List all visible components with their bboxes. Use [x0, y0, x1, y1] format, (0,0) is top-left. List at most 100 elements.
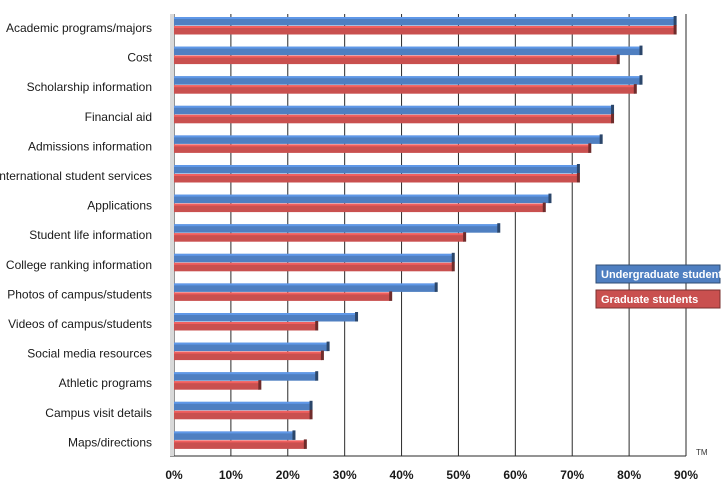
bar-highlight	[174, 292, 391, 295]
bar-graduate	[174, 144, 590, 153]
bar-end-cap	[451, 252, 455, 263]
category-label: Student life information	[29, 228, 152, 242]
bar-graduate	[174, 85, 635, 94]
bar-highlight	[174, 283, 436, 286]
bar-end-cap	[258, 380, 262, 390]
bar-end-cap	[303, 439, 307, 449]
bar-highlight	[174, 233, 465, 236]
bar-undergraduate	[174, 135, 601, 144]
bar-end-cap	[639, 75, 643, 85]
x-tick-label: 60%	[503, 468, 527, 482]
bar-undergraduate	[174, 224, 499, 233]
bar-end-cap	[451, 261, 455, 272]
bar-undergraduate	[174, 401, 311, 411]
bar-graduate	[174, 262, 453, 272]
bar-undergraduate	[174, 46, 641, 56]
bar-end-cap	[616, 54, 620, 65]
bar-end-cap	[588, 143, 592, 153]
x-tick-label: 20%	[276, 468, 300, 482]
bar-highlight	[174, 351, 322, 354]
x-tick-label: 10%	[219, 468, 243, 482]
bar-undergraduate	[174, 253, 453, 263]
bar-highlight	[174, 135, 601, 138]
category-label: Admissions information	[28, 139, 152, 153]
bar-graduate	[174, 410, 311, 420]
category-label: College ranking information	[6, 258, 152, 272]
x-axis-tick-labels: 0% 10% 20% 30% 40% 50% 60% 70% 80% 90%	[165, 468, 698, 482]
bar-end-cap	[315, 321, 319, 331]
bar-undergraduate	[174, 372, 317, 381]
bar-end-cap	[611, 113, 615, 124]
category-label: International student services	[0, 169, 152, 183]
bar-highlight	[174, 313, 357, 315]
legend-swatch-undergraduate	[595, 264, 721, 284]
bar-end-cap	[309, 409, 313, 420]
bar-end-cap	[673, 25, 677, 35]
bar-end-cap	[548, 193, 552, 204]
bar-end-cap	[497, 223, 501, 233]
bar-undergraduate	[174, 313, 357, 322]
bar-undergraduate	[174, 342, 328, 352]
x-tick-label: 50%	[446, 468, 470, 482]
category-label: Photos of campus/students	[7, 287, 152, 301]
category-label: Academic programs/majors	[6, 21, 152, 35]
bar-end-cap	[673, 16, 677, 26]
bar-undergraduate	[174, 105, 613, 115]
bar-highlight	[174, 114, 613, 117]
bar-graduate	[174, 26, 675, 35]
bar-end-cap	[355, 312, 359, 322]
bar-highlight	[174, 165, 578, 167]
category-label: Financial aid	[85, 110, 152, 124]
bar-undergraduate	[174, 76, 641, 85]
bar-end-cap	[463, 232, 467, 242]
bar-graduate	[174, 381, 260, 390]
bar-highlight	[174, 410, 311, 413]
bar-end-cap	[542, 202, 546, 213]
bar-end-cap	[326, 341, 330, 352]
bar-graduate	[174, 174, 578, 183]
bar-highlight	[174, 342, 328, 345]
bar-highlight	[174, 224, 499, 227]
bar-end-cap	[576, 173, 580, 183]
bar-graduate	[174, 55, 618, 65]
bar-highlight	[174, 401, 311, 404]
bar-highlight	[174, 262, 453, 265]
bar-highlight	[174, 85, 635, 88]
x-tick-label: 0%	[165, 468, 183, 482]
x-tick-label: 80%	[617, 468, 641, 482]
category-labels: Academic programs/majors Cost Scholarship …	[0, 21, 153, 449]
bar-graduate	[174, 233, 465, 242]
bar-end-cap	[639, 45, 643, 56]
bar-graduate	[174, 322, 317, 331]
category-label: Videos of campus/students	[8, 317, 152, 331]
legend-label-graduate: Graduate students	[601, 294, 698, 306]
category-label: Scholarship information	[27, 80, 152, 94]
bar-undergraduate	[174, 194, 550, 204]
bar-highlight	[174, 431, 294, 434]
bars	[174, 16, 677, 449]
bar-undergraduate	[174, 165, 578, 174]
bar-end-cap	[434, 282, 438, 292]
category-label: Athletic programs	[59, 376, 152, 390]
bar-highlight	[174, 203, 544, 206]
category-label: Maps/directions	[68, 435, 152, 449]
bar-graduate	[174, 203, 544, 213]
x-tick-label: 90%	[674, 468, 698, 482]
bar-undergraduate	[174, 283, 436, 292]
bar-highlight	[174, 440, 305, 443]
legend: Undergraduate students Graduate students	[595, 264, 728, 309]
category-label: Campus visit details	[45, 406, 152, 420]
bar-end-cap	[576, 164, 580, 174]
x-tick-label: 40%	[390, 468, 414, 482]
bar-highlight	[174, 372, 317, 375]
category-label: Social media resources	[27, 347, 152, 361]
bar-highlight	[174, 46, 641, 49]
bar-highlight	[174, 76, 641, 79]
bar-end-cap	[315, 371, 319, 381]
bar-graduate	[174, 292, 391, 301]
axis-wall	[170, 14, 174, 456]
bar-undergraduate	[174, 431, 294, 440]
category-label: Cost	[127, 51, 152, 65]
trademark-mark: TM	[696, 448, 708, 457]
